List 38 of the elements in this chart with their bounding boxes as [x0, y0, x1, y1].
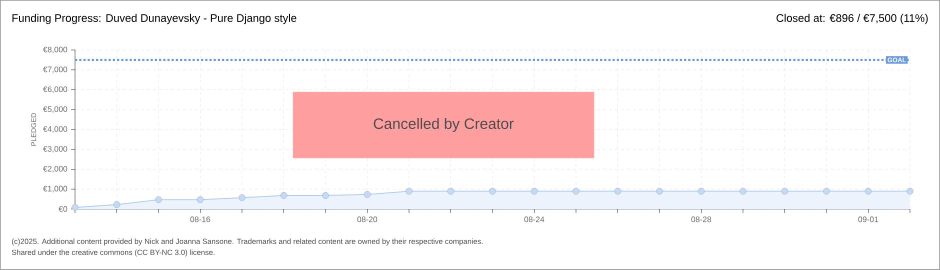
point: [572, 188, 580, 195]
chart-title: Funding Progress: Duved Dunayevsky - Pure Django style: [12, 14, 296, 24]
point: [906, 188, 914, 195]
chart-subtitle: Closed at: €896 / €7,500 (11%): [776, 14, 928, 24]
y-tick-label: €3,000: [43, 146, 68, 153]
point: [238, 194, 246, 202]
point: [72, 204, 78, 211]
y-tick-label: €7,000: [43, 66, 68, 74]
point: [698, 188, 705, 195]
point: [280, 192, 288, 199]
y-tick-label: €5,000: [43, 106, 68, 113]
y-tick-label: €2,000: [43, 166, 68, 173]
x-tick-label: 08-16: [190, 216, 210, 222]
y-tick-label: €1,000: [43, 186, 68, 192]
point: [364, 191, 371, 198]
point: [656, 188, 663, 195]
y-tick-label: €0: [58, 206, 68, 212]
point: [823, 188, 830, 195]
point: [614, 188, 622, 195]
x-tick-label: 08-24: [524, 216, 544, 222]
point: [489, 188, 496, 195]
point: [155, 196, 162, 204]
x-tick-label: 08-28: [691, 216, 712, 222]
point: [406, 188, 412, 195]
point: [113, 201, 120, 208]
annotation: Cancelled by Creator: [374, 118, 514, 132]
y-tick-label: €6,000: [43, 86, 68, 94]
point: [864, 188, 872, 195]
y-tick-label: €8,000: [43, 46, 68, 54]
point: [740, 188, 746, 195]
x-tick-label: 08-20: [357, 216, 378, 222]
point: [322, 192, 329, 199]
point: [530, 188, 538, 195]
point: [196, 196, 204, 204]
x-tick-label: 09-01: [858, 216, 878, 222]
point: [781, 188, 788, 195]
y-tick-label: €4,000: [43, 126, 68, 133]
point: [447, 188, 454, 195]
